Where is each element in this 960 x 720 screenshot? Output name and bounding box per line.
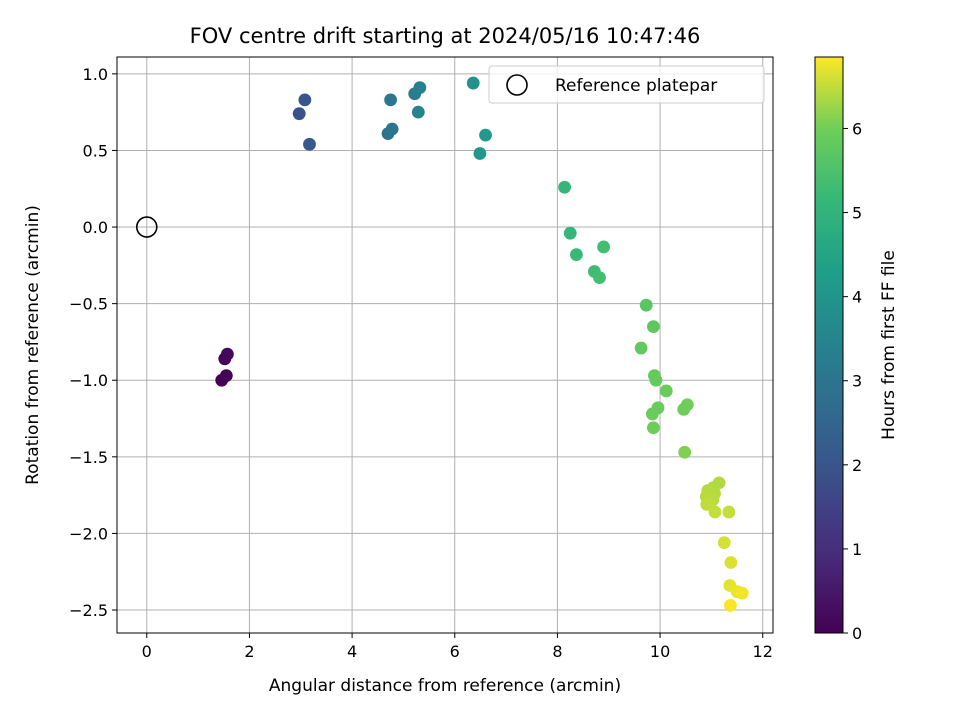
data-point <box>292 107 306 121</box>
y-axis-ticks: 1.0 0.5 0.0 −0.5 −1.0 −1.5 −2.0 −2.5 <box>69 65 117 620</box>
data-point <box>708 505 722 519</box>
plot-frame <box>116 56 774 634</box>
chart-title: FOV centre drift starting at 2024/05/16 … <box>190 24 701 48</box>
y-tick-label: −2.0 <box>69 524 108 543</box>
colorbar-tick-label: 1 <box>852 540 862 559</box>
data-point <box>473 147 487 160</box>
x-tick-label: 10 <box>650 642 670 661</box>
data-point <box>722 505 736 519</box>
x-axis-label: Angular distance from reference (arcmin) <box>269 676 621 696</box>
colorbar-tick-label: 5 <box>852 204 862 223</box>
colorbar: 0 1 2 3 4 5 6 Hours from first FF file <box>814 56 899 643</box>
colorbar-tick-label: 0 <box>852 624 862 643</box>
data-point <box>220 347 234 361</box>
data-point <box>413 81 427 95</box>
x-tick-label: 0 <box>142 642 152 661</box>
y-tick-label: −1.0 <box>69 371 108 390</box>
data-point <box>723 599 737 612</box>
data-point <box>724 556 738 569</box>
colorbar-gradient <box>815 57 843 633</box>
x-tick-label: 6 <box>450 642 460 661</box>
colorbar-tick-label: 6 <box>852 119 862 138</box>
legend-box <box>488 65 765 104</box>
legend: Reference platepar <box>488 65 765 104</box>
x-tick-label: 2 <box>244 642 254 661</box>
data-point <box>649 373 663 387</box>
data-point <box>645 407 659 421</box>
colorbar-label: Hours from first FF file <box>879 250 899 440</box>
data-point <box>384 93 397 107</box>
legend-label: Reference platepar <box>555 76 717 96</box>
data-point <box>700 497 714 511</box>
grid <box>117 57 773 633</box>
y-tick-label: −2.5 <box>69 601 108 620</box>
y-tick-label: −1.5 <box>69 448 108 467</box>
data-point <box>717 536 731 550</box>
colorbar-tick-label: 4 <box>852 288 862 307</box>
x-tick-label: 12 <box>753 642 773 661</box>
data-point <box>647 421 660 435</box>
data-point <box>411 105 425 119</box>
y-tick-label: 0.5 <box>83 141 108 160</box>
colorbar-ticks: 0 1 2 3 4 5 6 <box>843 119 862 643</box>
data-points <box>215 76 749 612</box>
data-point <box>219 369 233 383</box>
colorbar-frame <box>814 56 844 634</box>
data-point <box>647 320 660 334</box>
colorbar-tick-label: 2 <box>852 456 862 475</box>
data-point <box>659 384 673 398</box>
data-point <box>678 445 692 459</box>
data-point <box>593 271 606 284</box>
data-point <box>735 586 749 600</box>
data-point <box>634 341 648 355</box>
reference-marker <box>135 216 158 238</box>
data-point <box>303 137 316 151</box>
legend-marker <box>506 74 528 96</box>
data-point <box>385 122 399 136</box>
data-point <box>558 180 571 194</box>
x-tick-label: 8 <box>552 642 562 661</box>
y-tick-label: −0.5 <box>69 295 108 314</box>
x-tick-label: 4 <box>347 642 357 661</box>
data-point <box>570 248 583 262</box>
data-point <box>479 128 492 142</box>
x-axis-ticks: 0 2 4 6 8 10 12 <box>142 633 773 661</box>
y-tick-label: 1.0 <box>83 65 108 84</box>
data-point <box>677 402 691 416</box>
colorbar-tick-label: 3 <box>852 372 862 391</box>
data-point <box>639 298 653 312</box>
data-point <box>298 93 312 107</box>
y-axis-label: Rotation from reference (arcmin) <box>23 205 43 485</box>
data-point <box>597 240 611 254</box>
y-tick-label: 0.0 <box>83 218 108 237</box>
data-point <box>466 76 480 90</box>
data-point <box>563 226 577 240</box>
